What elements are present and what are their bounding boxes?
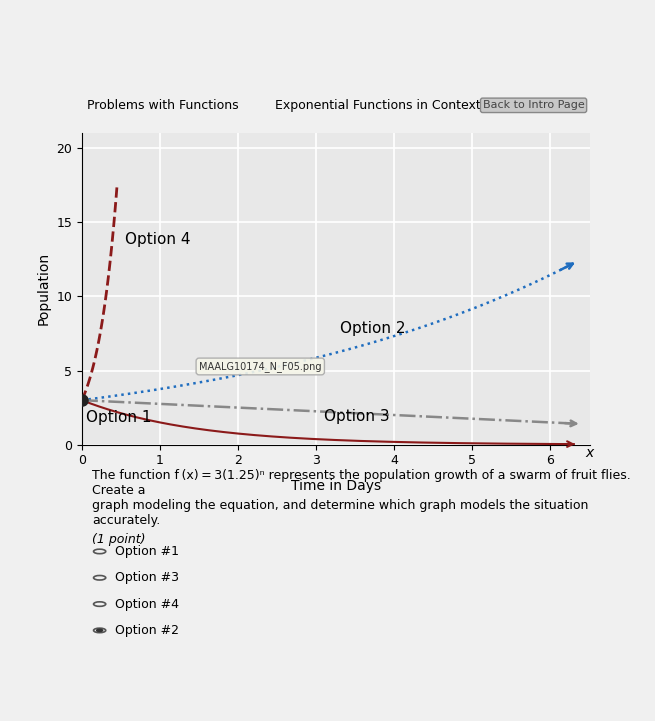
Text: Problems with Functions: Problems with Functions [87,99,238,112]
Text: Option #2: Option #2 [115,624,179,637]
Text: (1 point): (1 point) [92,533,145,546]
Text: Option 1: Option 1 [86,410,151,425]
Text: Option #1: Option #1 [115,545,179,558]
Y-axis label: Population: Population [37,252,50,325]
Text: Option 3: Option 3 [324,409,390,424]
X-axis label: Time in Days: Time in Days [291,479,381,492]
Text: Option 2: Option 2 [339,322,405,337]
Text: Option 4: Option 4 [125,232,191,247]
Text: Exponential Functions in Context: Exponential Functions in Context [275,99,481,112]
Text: Back to Intro Page: Back to Intro Page [483,100,584,110]
Text: Option #3: Option #3 [115,571,179,584]
Text: MAALG10174_N_F05.png: MAALG10174_N_F05.png [199,361,322,372]
Text: The function f (x) = 3(1.25)ⁿ represents the population growth of a swarm of fru: The function f (x) = 3(1.25)ⁿ represents… [92,469,631,527]
Text: Option #4: Option #4 [115,598,179,611]
Text: x: x [586,446,593,459]
Circle shape [96,629,103,632]
